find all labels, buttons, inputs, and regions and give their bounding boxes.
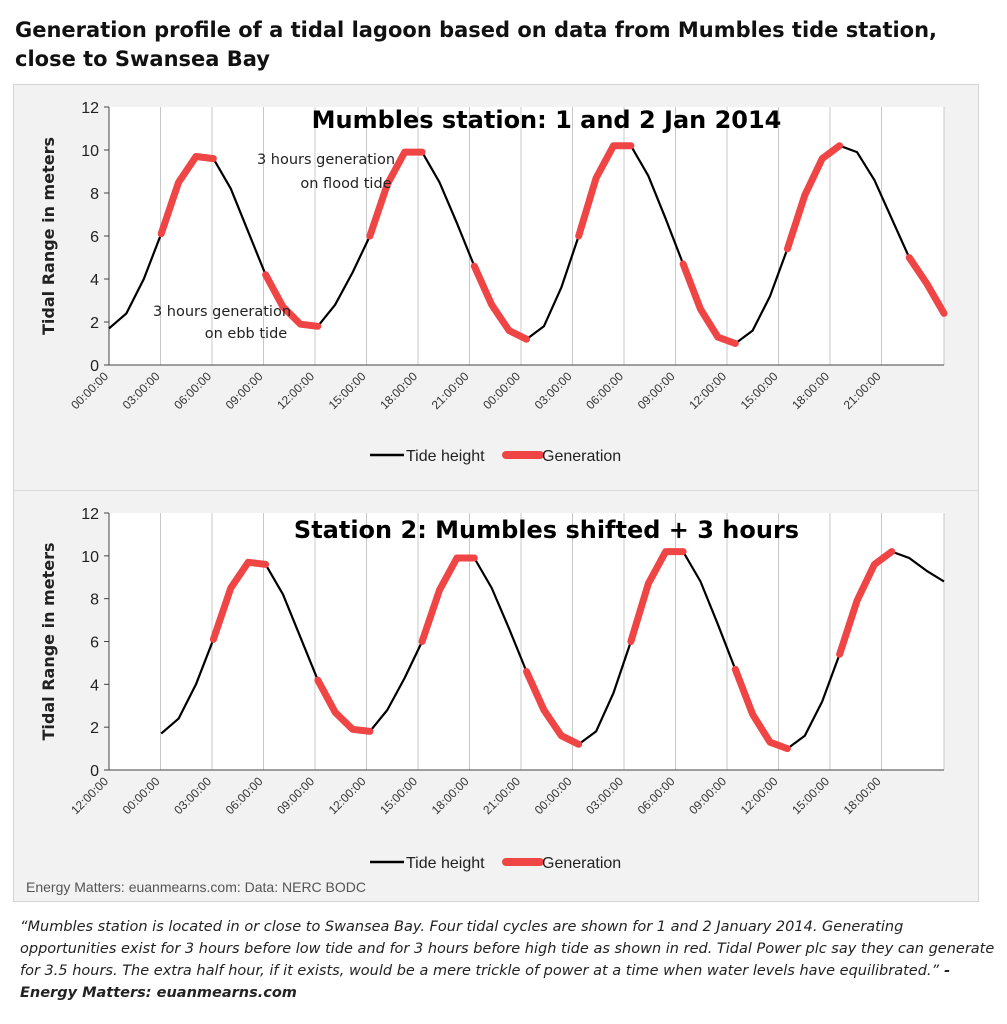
- x-tick-label: 00:00:00: [68, 369, 111, 412]
- annotation-text: 3 hours generation: [153, 304, 291, 320]
- x-tick-label: 15:00:00: [326, 369, 369, 412]
- x-tick-label: 06:00:00: [171, 369, 214, 412]
- y-axis-label: Tidal Range in meters: [39, 137, 58, 335]
- y-tick-label: 0: [90, 763, 99, 780]
- series-generation-segment: [209, 558, 270, 643]
- source-credit: Energy Matters: euanmearns.com: Data: NE…: [26, 879, 367, 895]
- series-generation-segment: [679, 260, 739, 347]
- series-generation-segment: [575, 142, 635, 240]
- x-tick-label: 09:00:00: [223, 369, 266, 412]
- x-tick-label: 15:00:00: [738, 369, 781, 412]
- x-tick-label: 12:00:00: [326, 774, 369, 817]
- series-generation-segment: [836, 548, 896, 658]
- series-generation-segment: [366, 148, 426, 240]
- quote-text: “Mumbles station is located in or close …: [20, 919, 995, 979]
- y-tick-label: 2: [90, 315, 99, 332]
- plot-area: [109, 513, 944, 770]
- x-tick-label: 03:00:00: [532, 369, 575, 412]
- x-tick-label: 09:00:00: [686, 774, 729, 817]
- series-generation-segment: [418, 554, 478, 645]
- caption-quote: “Mumbles station is located in or close …: [20, 916, 995, 1004]
- x-tick-label: 09:00:00: [635, 369, 678, 412]
- x-tick-label: 15:00:00: [789, 774, 832, 817]
- x-tick-label: 00:00:00: [120, 774, 163, 817]
- series-generation-segment: [731, 665, 791, 753]
- y-tick-label: 8: [90, 186, 99, 203]
- y-tick-label: 6: [90, 635, 99, 652]
- x-tick-label: 09:00:00: [274, 774, 317, 817]
- y-tick-label: 0: [90, 358, 99, 375]
- x-tick-label: 21:00:00: [841, 369, 884, 412]
- x-tick-label: 03:00:00: [171, 774, 214, 817]
- panel-divider: [14, 490, 978, 491]
- x-tick-label: 12:00:00: [68, 774, 111, 817]
- series-generation-segment: [783, 142, 844, 253]
- annotation-text: on ebb tide: [205, 326, 288, 342]
- plot-area: [109, 107, 944, 365]
- y-tick-label: 10: [81, 143, 99, 160]
- x-tick-label: 12:00:00: [274, 369, 317, 412]
- y-axis-label: Tidal Range in meters: [39, 543, 58, 741]
- page-heading: Generation profile of a tidal lagoon bas…: [15, 18, 938, 71]
- y-tick-label: 12: [81, 100, 99, 117]
- x-tick-label: 00:00:00: [480, 369, 523, 412]
- x-tick-label: 18:00:00: [789, 369, 832, 412]
- annotation-text: on flood tide: [300, 176, 391, 192]
- x-tick-label: 03:00:00: [583, 774, 626, 817]
- x-tick-label: 15:00:00: [377, 774, 420, 817]
- series-generation-segment: [470, 262, 530, 343]
- x-tick-label: 21:00:00: [480, 774, 523, 817]
- x-tick-label: 06:00:00: [583, 369, 626, 412]
- x-tick-label: 12:00:00: [738, 774, 781, 817]
- chart-mumbles-station: 00:00:00 03:00:00 06:00:00 09:00:00 12:00:00…: [39, 100, 948, 465]
- chart-panel: 00:00:00 03:00:00 06:00:00 09:00:00 12:00:00…: [13, 84, 979, 902]
- chart-title: Mumbles station: 1 and 2 Jan 2014: [312, 106, 782, 134]
- x-tick-label: 12:00:00: [686, 369, 729, 412]
- x-tick-label: 06:00:00: [635, 774, 678, 817]
- x-tick-label: 03:00:00: [120, 369, 163, 412]
- x-tick-label: 18:00:00: [429, 774, 472, 817]
- x-tick-label: 18:00:00: [841, 774, 884, 817]
- y-tick-label: 6: [90, 229, 99, 246]
- series-generation-segment: [314, 676, 374, 735]
- legend-label-generation: Generation: [542, 855, 621, 872]
- series-generation-segment: [627, 548, 687, 645]
- series-generation-segment: [262, 271, 322, 330]
- quote-source: - Energy Matters: euanmearns.com: [20, 963, 951, 1001]
- x-tick-label: 18:00:00: [377, 369, 420, 412]
- y-tick-label: 2: [90, 720, 99, 737]
- series-generation-segment: [523, 668, 583, 748]
- y-tick-label: 12: [81, 506, 99, 523]
- series-generation-segment: [905, 254, 948, 317]
- annotation-text: 3 hours generation: [257, 152, 395, 168]
- y-tick-label: 4: [90, 677, 99, 694]
- chart-station-2: 12:00:00 00:00:00 03:00:00 06:00:00 09:00:00…: [39, 506, 945, 872]
- legend-label-generation: Generation: [542, 448, 621, 465]
- y-tick-label: 8: [90, 592, 99, 609]
- x-tick-label: 21:00:00: [429, 369, 472, 412]
- legend-label-tide: Tide height: [406, 855, 485, 872]
- y-tick-label: 4: [90, 272, 99, 289]
- x-tick-label: 00:00:00: [532, 774, 575, 817]
- y-tick-label: 10: [81, 549, 99, 566]
- legend-label-tide: Tide height: [406, 448, 485, 465]
- chart-title: Station 2: Mumbles shifted + 3 hours: [294, 516, 799, 544]
- x-tick-label: 06:00:00: [223, 774, 266, 817]
- series-generation-segment: [157, 153, 217, 238]
